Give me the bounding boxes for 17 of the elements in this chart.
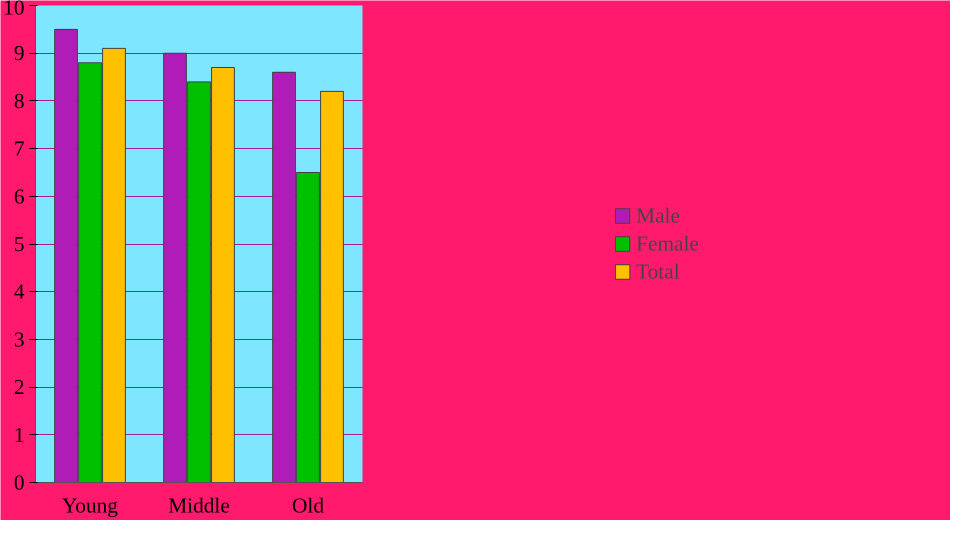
y-tick-label: 3 <box>14 327 25 352</box>
y-tick-label: 2 <box>14 375 25 400</box>
y-tick-label: 4 <box>14 280 25 304</box>
x-tick-label: Old <box>292 494 324 518</box>
x-tick-label: Young <box>62 494 118 518</box>
y-tick-label: 6 <box>14 184 25 208</box>
y-tick-label: 0 <box>14 470 25 494</box>
x-tick-label: Middle <box>168 494 230 518</box>
y-tick-label: 10 <box>3 0 24 20</box>
y-tick-label: 8 <box>14 88 25 113</box>
y-tick-label: 9 <box>14 41 25 66</box>
legend-label: Total <box>636 259 680 284</box>
y-tick-label: 5 <box>14 232 25 256</box>
legend-label: Male <box>636 203 680 228</box>
y-tick-label: 7 <box>14 136 25 161</box>
y-tick-label: 1 <box>14 422 25 447</box>
legend-label: Female <box>636 231 699 256</box>
